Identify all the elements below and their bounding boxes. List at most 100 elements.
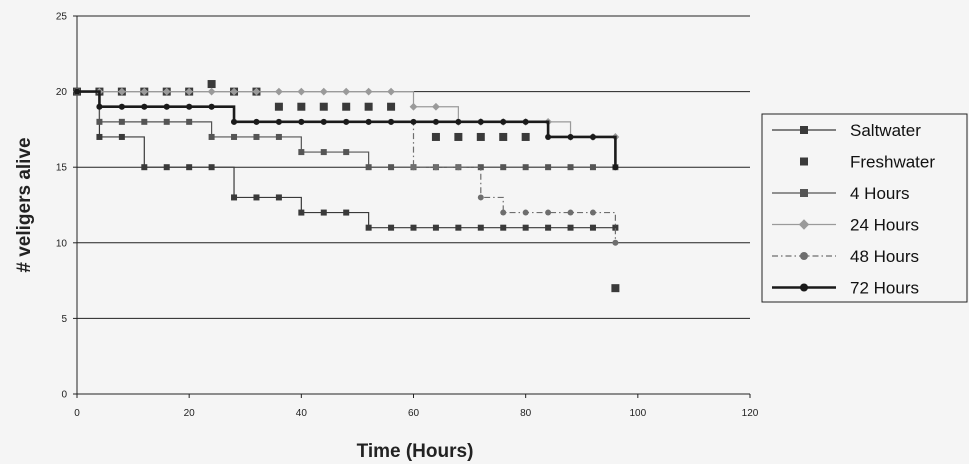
data-point [320,209,327,216]
legend-label: 48 Hours [850,247,919,266]
data-point [231,133,238,140]
legend-box [761,113,968,303]
legend-marker [800,157,808,166]
data-point [522,164,529,171]
data-point [96,103,103,110]
data-point [208,133,215,140]
data-point [455,118,462,125]
data-point [297,102,306,111]
data-point [432,164,439,171]
x-tick-label: 60 [408,408,420,419]
legend-item: 48 Hours [772,247,919,266]
data-point [365,164,372,171]
data-point [298,118,305,125]
data-point [477,118,484,125]
data-point [117,87,126,96]
data-point [208,164,215,171]
data-point [432,224,439,231]
data-point [253,194,260,201]
data-point [207,80,216,89]
data-point [364,87,373,96]
data-point [253,118,260,125]
series-line [77,91,616,138]
legend-item: 72 Hours [772,279,919,298]
legend-item: 4 Hours [772,184,910,203]
data-point [275,133,282,140]
legend-item: Saltwater [772,121,921,140]
legend: Saltwater Freshwater 4 Hours 24 Hours 48 Hou… [761,113,968,303]
data-point [455,164,462,171]
data-point [343,149,350,156]
data-point [343,209,350,216]
data-point [545,224,552,231]
data-point [589,224,596,231]
data-point [343,118,350,125]
data-point [364,102,373,111]
legend-marker [800,126,808,134]
y-tick-label: 15 [56,163,68,174]
data-point [388,164,395,171]
data-point [567,133,574,140]
y-tick-label: 10 [56,238,68,249]
data-point [477,224,484,231]
data-point [388,224,395,231]
data-point [545,133,552,140]
data-point [500,164,507,171]
data-point [185,87,194,96]
x-tick-label: 20 [184,408,196,419]
data-point [186,103,193,110]
series-freshwater [73,80,620,293]
data-point [275,87,283,96]
data-point [186,118,193,125]
x-tick-label: 80 [520,408,532,419]
y-tick-label: 20 [56,87,68,98]
data-point [275,118,282,125]
data-point [545,164,552,171]
x-tick-label: 40 [296,408,308,419]
data-point [365,118,372,125]
data-point [141,103,148,110]
y-tick-label: 0 [61,390,67,401]
data-point [589,164,596,171]
data-point [454,132,463,141]
data-point [141,118,148,125]
legend-label: 4 Hours [850,184,910,203]
y-tick-label: 5 [61,314,67,325]
series-72-hours [74,88,619,171]
legend-items: Saltwater Freshwater 4 Hours 24 Hours 48 Hou… [772,121,935,298]
data-point [163,103,170,110]
data-point [545,209,552,216]
data-point [96,118,103,125]
data-point [455,224,462,231]
data-point [388,118,395,125]
legend-item: 24 Hours [772,216,919,235]
data-point [253,133,260,140]
legend-marker [800,189,808,197]
series-4-hours [74,88,619,171]
data-point [118,103,125,110]
series-24-hours [73,87,620,141]
data-point [477,194,484,201]
data-point [410,224,417,231]
data-point [96,133,103,140]
data-point [387,102,396,111]
data-point [274,102,283,111]
axes [73,15,751,398]
legend-label: 72 Hours [850,279,919,298]
data-point [231,194,238,201]
data-point [342,102,351,111]
legend-marker [798,219,810,230]
legend-label: 24 Hours [850,216,919,235]
data-point [432,118,439,125]
x-tick-label: 120 [742,408,759,419]
data-point [297,87,306,96]
data-point [612,239,619,246]
y-tick-label: 25 [56,12,68,23]
x-tick-label: 0 [74,408,80,419]
data-point [74,88,80,95]
data-point [252,87,261,96]
legend-item: Freshwater [800,153,935,172]
data-point [275,194,282,201]
data-point [387,87,395,96]
